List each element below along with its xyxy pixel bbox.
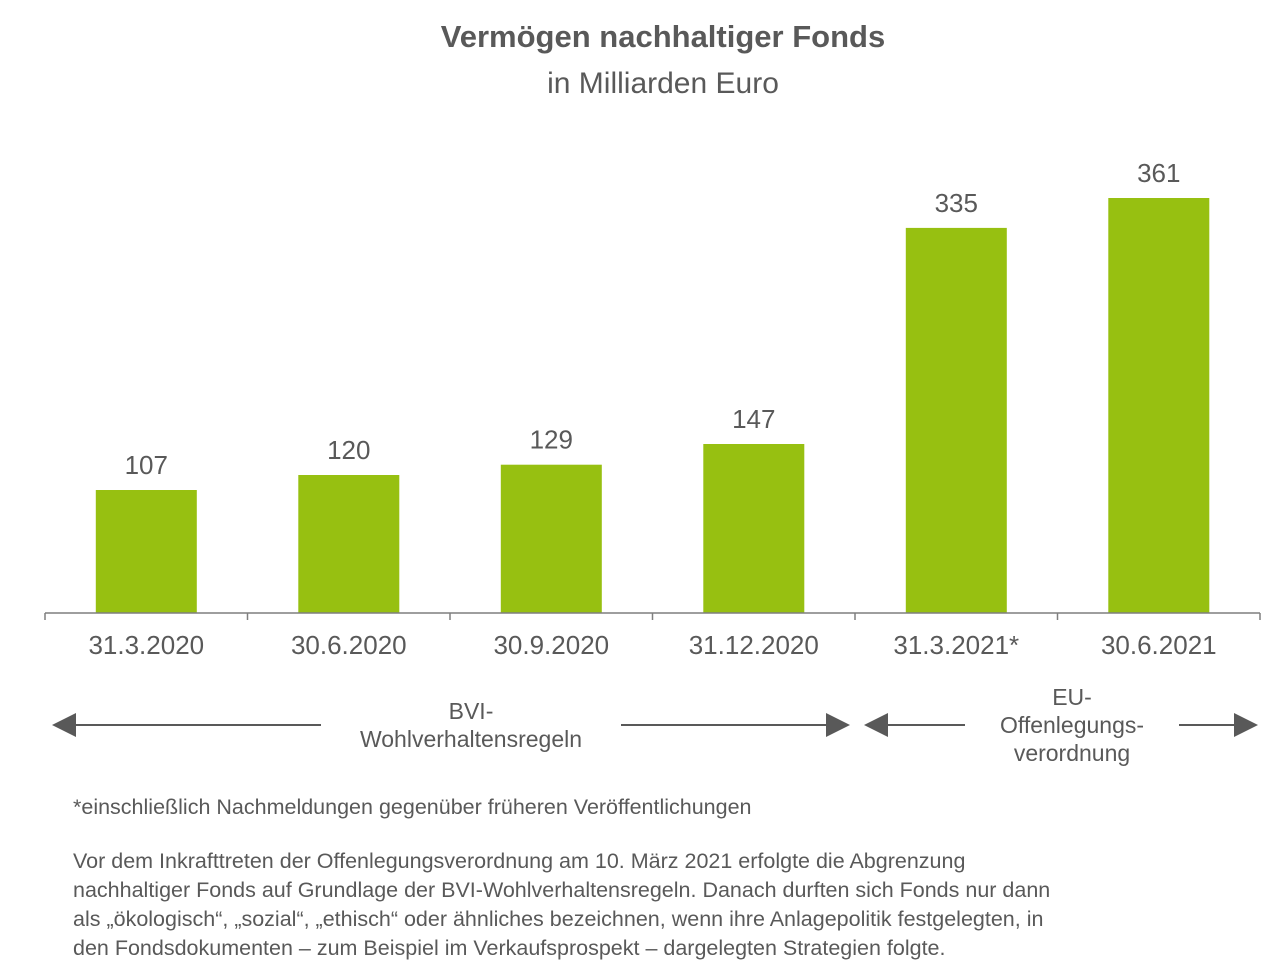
value-label: 147	[732, 404, 775, 434]
x-axis	[44, 612, 1261, 620]
explanation-line: den Fondsdokumenten – zum Beispiel im Ve…	[73, 936, 946, 960]
explanation-text: Vor dem Inkrafttreten der Offenlegungsve…	[73, 847, 1223, 963]
period-label: EU-	[1052, 684, 1092, 710]
bar	[905, 227, 1007, 613]
category-label: 31.3.2021*	[893, 630, 1019, 660]
explanation-line: als „ökologisch“, „sozial“, „ethisch“ od…	[73, 907, 1044, 931]
value-label: 120	[327, 435, 370, 465]
explanation-line: nachhaltiger Fonds auf Grundlage der BVI…	[73, 878, 1051, 902]
category-label: 31.3.2020	[88, 630, 204, 660]
arrow-left-icon	[864, 713, 888, 737]
category-label: 30.6.2020	[291, 630, 407, 660]
value-labels-group: 107 120 129 147 335 361	[125, 158, 1181, 480]
arrow-right-icon	[1234, 713, 1258, 737]
value-label: 129	[530, 425, 573, 455]
bar	[500, 464, 602, 613]
category-label: 30.6.2021	[1101, 630, 1217, 660]
value-label: 361	[1137, 158, 1180, 188]
period-annotations: BVI-Wohlverhaltensregeln EU-Offenlegungs-…	[52, 684, 1258, 766]
category-label: 30.9.2020	[493, 630, 609, 660]
chart-subtitle: in Milliarden Euro	[547, 67, 779, 100]
bar	[703, 444, 805, 613]
arrow-right-icon	[826, 713, 850, 737]
chart-title: Vermögen nachhaltiger Fonds	[441, 19, 885, 54]
value-label: 335	[935, 188, 978, 218]
bar	[298, 475, 400, 613]
period-label: verordnung	[1014, 740, 1130, 766]
footnote: *einschließlich Nachmeldungen gegenüber …	[73, 795, 752, 819]
bar	[1108, 198, 1210, 613]
explanation-line: Vor dem Inkrafttreten der Offenlegungsve…	[73, 849, 966, 873]
bars-group	[95, 198, 1210, 613]
period-label: Wohlverhaltensregeln	[360, 726, 582, 752]
period-label: BVI-	[449, 698, 494, 724]
bar	[95, 490, 197, 613]
tick-labels-group: 31.3.2020 30.6.2020 30.9.2020 31.12.2020 31.…	[88, 630, 1216, 660]
value-label: 107	[125, 450, 168, 480]
period-label: Offenlegungs-	[1000, 712, 1144, 738]
arrow-left-icon	[52, 713, 76, 737]
category-label: 31.12.2020	[689, 630, 819, 660]
